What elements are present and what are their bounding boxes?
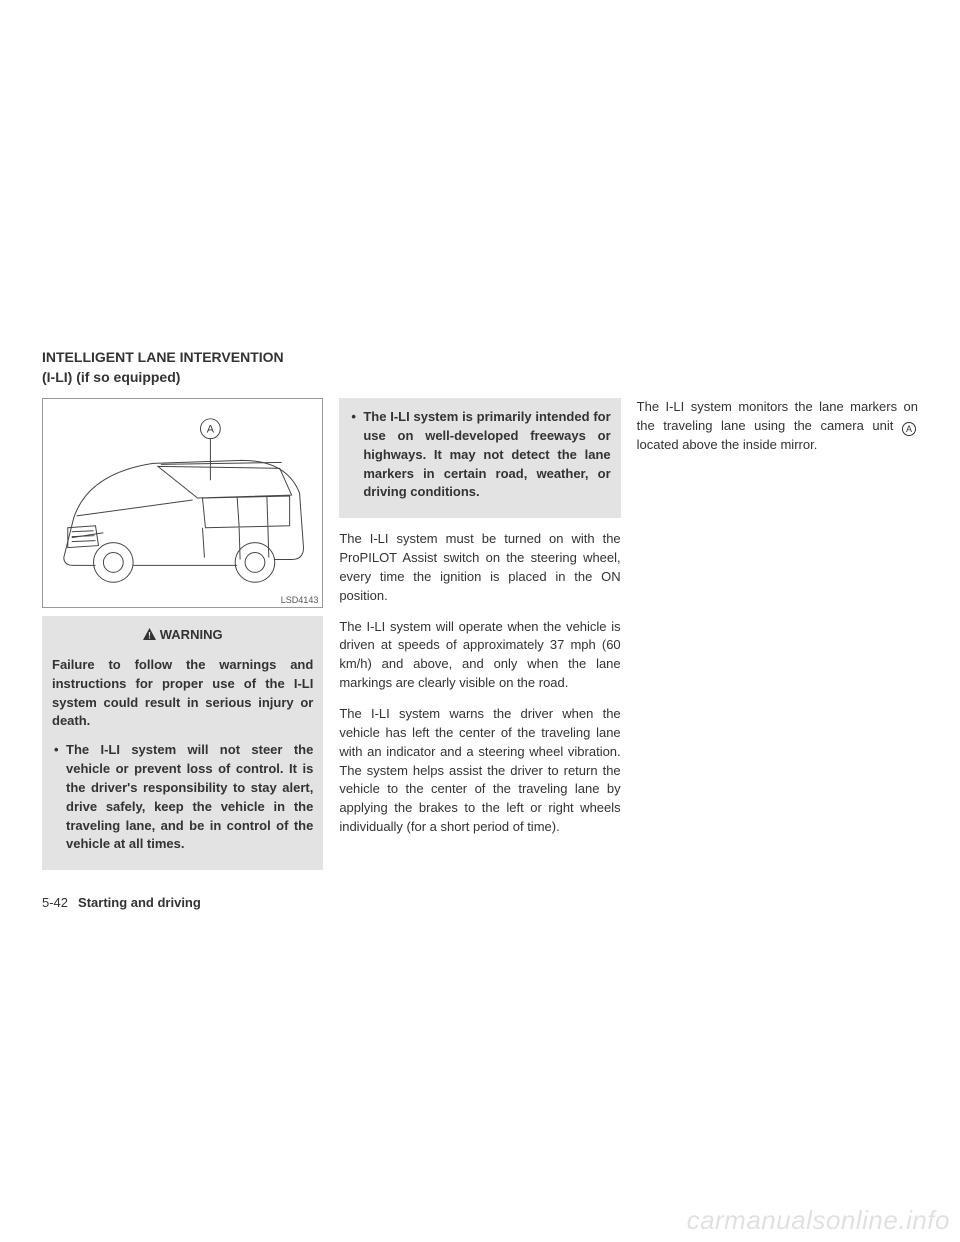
warning-bullet-list: The I-LI system will not steer the vehic… (52, 741, 313, 854)
inline-marker-a: A (902, 422, 916, 436)
paragraph-4a: The I-LI system monitors the lane marker… (637, 399, 918, 433)
paragraph-3: The I-LI system warns the driver when th… (339, 705, 620, 837)
warning-bullet-list-2: The I-LI system is primarily intended fo… (349, 408, 610, 502)
warning-title-text: WARNING (160, 627, 223, 642)
warning-item-1: The I-LI system will not steer the vehic… (52, 741, 313, 854)
page-footer: 5-42 Starting and driving (42, 895, 201, 910)
paragraph-2: The I-LI system will operate when the ve… (339, 618, 620, 693)
watermark-text: carmanualsonline.info (687, 1205, 950, 1236)
page-number: 5-42 (42, 895, 68, 910)
section-header: INTELLIGENT LANE INTERVENTION (I-LI) (if… (42, 348, 284, 387)
vehicle-illustration: A LSD4143 (42, 398, 323, 608)
paragraph-4: The I-LI system monitors the lane marker… (637, 398, 918, 455)
warning-item-2: The I-LI system is primarily intended fo… (349, 408, 610, 502)
content-columns: A LSD4143 ! WARNING Failure to follow th… (42, 398, 918, 870)
warning-box-continued: The I-LI system is primarily intended fo… (339, 398, 620, 518)
warning-intro-text: Failure to follow the warnings and instr… (52, 656, 313, 731)
header-line-1: INTELLIGENT LANE INTERVENTION (42, 348, 284, 368)
callout-marker-a: A (200, 419, 220, 480)
svg-text:A: A (207, 424, 215, 436)
column-2: The I-LI system is primarily intended fo… (339, 398, 620, 870)
paragraph-4b: located above the inside mirror. (637, 437, 818, 452)
footer-section: Starting and driving (78, 895, 201, 910)
warning-box: ! WARNING Failure to follow the warnings… (42, 616, 323, 870)
warning-triangle-icon: ! (143, 627, 156, 646)
warning-heading: ! WARNING (52, 626, 313, 646)
svg-text:!: ! (148, 631, 151, 641)
header-line-2: (I-LI) (if so equipped) (42, 368, 284, 388)
figure-code: LSD4143 (281, 595, 319, 605)
vehicle-svg: A (43, 399, 322, 607)
column-3: The I-LI system monitors the lane marker… (637, 398, 918, 870)
paragraph-1: The I-LI system must be turned on with t… (339, 530, 620, 605)
column-1: A LSD4143 ! WARNING Failure to follow th… (42, 398, 323, 870)
